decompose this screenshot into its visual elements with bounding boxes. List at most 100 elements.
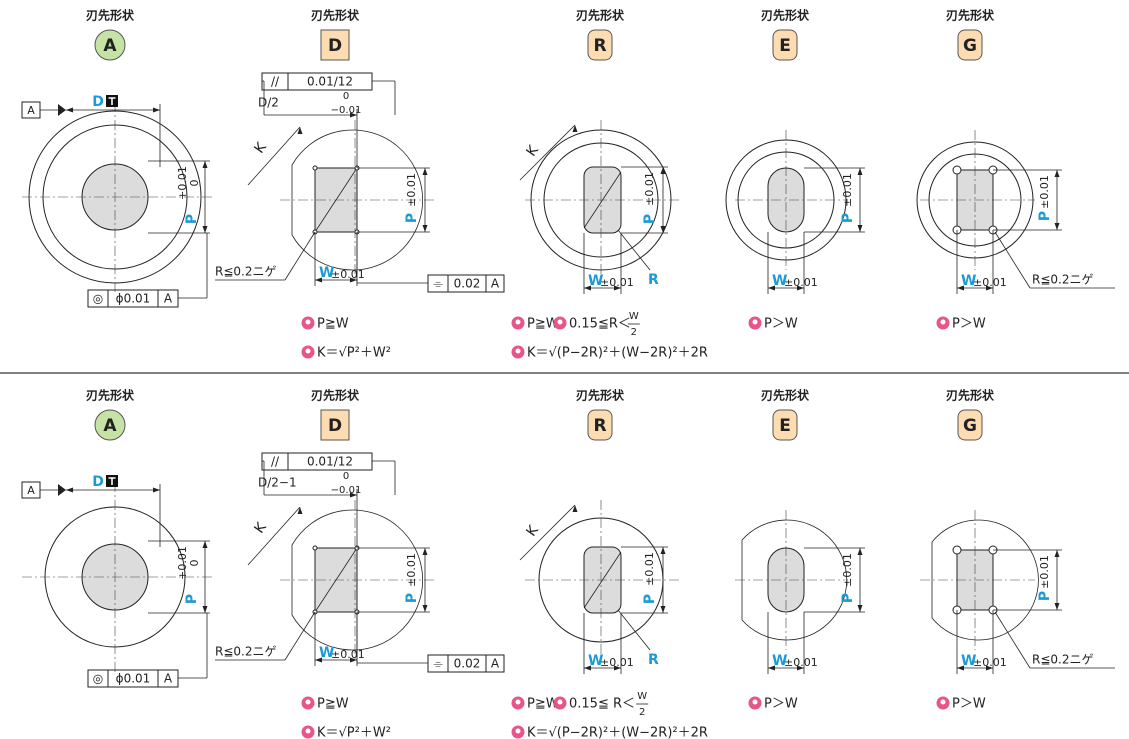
- frame-cell: ϕ0.01: [116, 672, 151, 686]
- arrowhead: [203, 606, 208, 613]
- frame-cell: ◎: [93, 672, 103, 686]
- arrowhead: [858, 168, 863, 175]
- condition: K＝√P²＋W²: [317, 346, 391, 361]
- relief-note: R≦0.2ニゲ: [215, 265, 276, 279]
- corner: [313, 546, 317, 550]
- hint-icon-dot: [753, 700, 758, 705]
- datum: A: [27, 484, 35, 497]
- hint-icon-dot: [753, 320, 758, 325]
- shape-heading: 刃先形状: [86, 388, 135, 403]
- shape-letter: A: [103, 416, 117, 436]
- arrowhead: [298, 507, 303, 514]
- arrowhead: [203, 541, 208, 548]
- frame-cell: ⌯: [433, 657, 443, 671]
- radius-label: R: [648, 652, 659, 668]
- label: K: [251, 519, 270, 536]
- corner-relief: [953, 546, 961, 554]
- shape-letter: G: [963, 416, 977, 436]
- relief-note: R≦0.2ニゲ: [1032, 653, 1093, 667]
- label: P: [184, 594, 200, 604]
- hint-icon-dot: [306, 729, 311, 734]
- drawing-sheet: 刃先形状AADP+0.010◎ϕ0.01A刃先形状D//0.01/12D/20−…: [0, 0, 1129, 739]
- label: ±0.01: [784, 656, 818, 669]
- line: [618, 610, 650, 650]
- frame-cell: //: [271, 75, 280, 89]
- arrowhead: [423, 605, 428, 612]
- arrowhead: [423, 168, 428, 175]
- fraction-num: W: [637, 691, 647, 702]
- arrowhead: [66, 108, 73, 113]
- label: ±0.01: [331, 648, 365, 661]
- arrowhead: [661, 606, 666, 613]
- shape-heading: 刃先形状: [946, 388, 995, 403]
- condition: P≧W: [317, 697, 349, 712]
- label: 0: [343, 471, 349, 482]
- condition: K＝√P²＋W²: [317, 726, 391, 739]
- label: D: [92, 474, 104, 490]
- label: −0.01: [331, 485, 362, 496]
- frame-cell: ◎: [93, 292, 103, 306]
- hint-icon-dot: [306, 700, 311, 705]
- shape-heading: 刃先形状: [311, 8, 360, 23]
- frame-cell: 0.02: [454, 277, 481, 291]
- corner-relief: [953, 166, 961, 174]
- label: 0: [188, 560, 201, 567]
- condition: P≧W: [317, 317, 349, 332]
- label: K: [523, 142, 542, 159]
- condition: P＞W: [764, 317, 798, 332]
- label: P: [404, 213, 420, 223]
- label: K: [523, 522, 542, 539]
- hint-icon-dot: [516, 349, 521, 354]
- arrowhead: [423, 225, 428, 232]
- shape-letter: D: [328, 36, 342, 56]
- corner: [313, 166, 317, 170]
- shape-heading: 刃先形状: [576, 8, 625, 23]
- arrowhead: [153, 488, 160, 493]
- radius-label: R: [648, 272, 659, 288]
- label: ±0.01: [1038, 555, 1051, 589]
- label: P: [642, 594, 658, 604]
- label: ±0.01: [973, 656, 1007, 669]
- label: D/2: [258, 96, 279, 110]
- label: ±0.01: [841, 553, 854, 587]
- frame-cell: 0.01/12: [307, 75, 353, 89]
- datum-triangle: [58, 484, 66, 496]
- label: P: [1037, 211, 1053, 221]
- shape-letter: G: [963, 36, 977, 56]
- label: ±0.01: [1038, 175, 1051, 209]
- hint-icon-dot: [558, 700, 563, 705]
- label: P: [1037, 591, 1053, 601]
- frame-cell: 0.01/12: [307, 455, 353, 469]
- fraction-den: 2: [639, 707, 645, 718]
- fraction-num: W: [629, 311, 639, 322]
- arrowhead: [203, 161, 208, 168]
- hint-icon-dot: [941, 700, 946, 705]
- arrowhead: [573, 125, 578, 132]
- fraction-den: 2: [631, 327, 637, 338]
- arrowhead: [153, 108, 160, 113]
- label: 0: [188, 180, 201, 187]
- shape-letter: A: [103, 36, 117, 56]
- label: ±0.01: [331, 268, 365, 281]
- shape-heading: 刃先形状: [86, 8, 135, 23]
- shape-letter: R: [593, 416, 606, 436]
- hint-icon-dot: [516, 700, 521, 705]
- frame-cell: 0.02: [454, 657, 481, 671]
- hint-icon-dot: [306, 349, 311, 354]
- frame-cell: ϕ0.01: [116, 292, 151, 306]
- datum: A: [27, 104, 35, 117]
- arrowhead: [66, 488, 73, 493]
- condition: 0.15≦R＜: [569, 317, 631, 332]
- hint-icon-dot: [558, 320, 563, 325]
- relief-note: R≦0.2ニゲ: [215, 645, 276, 659]
- condition: K＝√(P−2R)²＋(W−2R)²＋2R: [527, 346, 708, 361]
- label: P: [184, 214, 200, 224]
- shape-heading: 刃先形状: [761, 388, 810, 403]
- datum-triangle: [58, 104, 66, 116]
- label: ±0.01: [784, 276, 818, 289]
- condition: P＞W: [952, 697, 986, 712]
- arrowhead: [1055, 170, 1060, 177]
- shape-letter: E: [779, 416, 791, 436]
- arrowhead: [858, 548, 863, 555]
- arrowhead: [298, 127, 303, 134]
